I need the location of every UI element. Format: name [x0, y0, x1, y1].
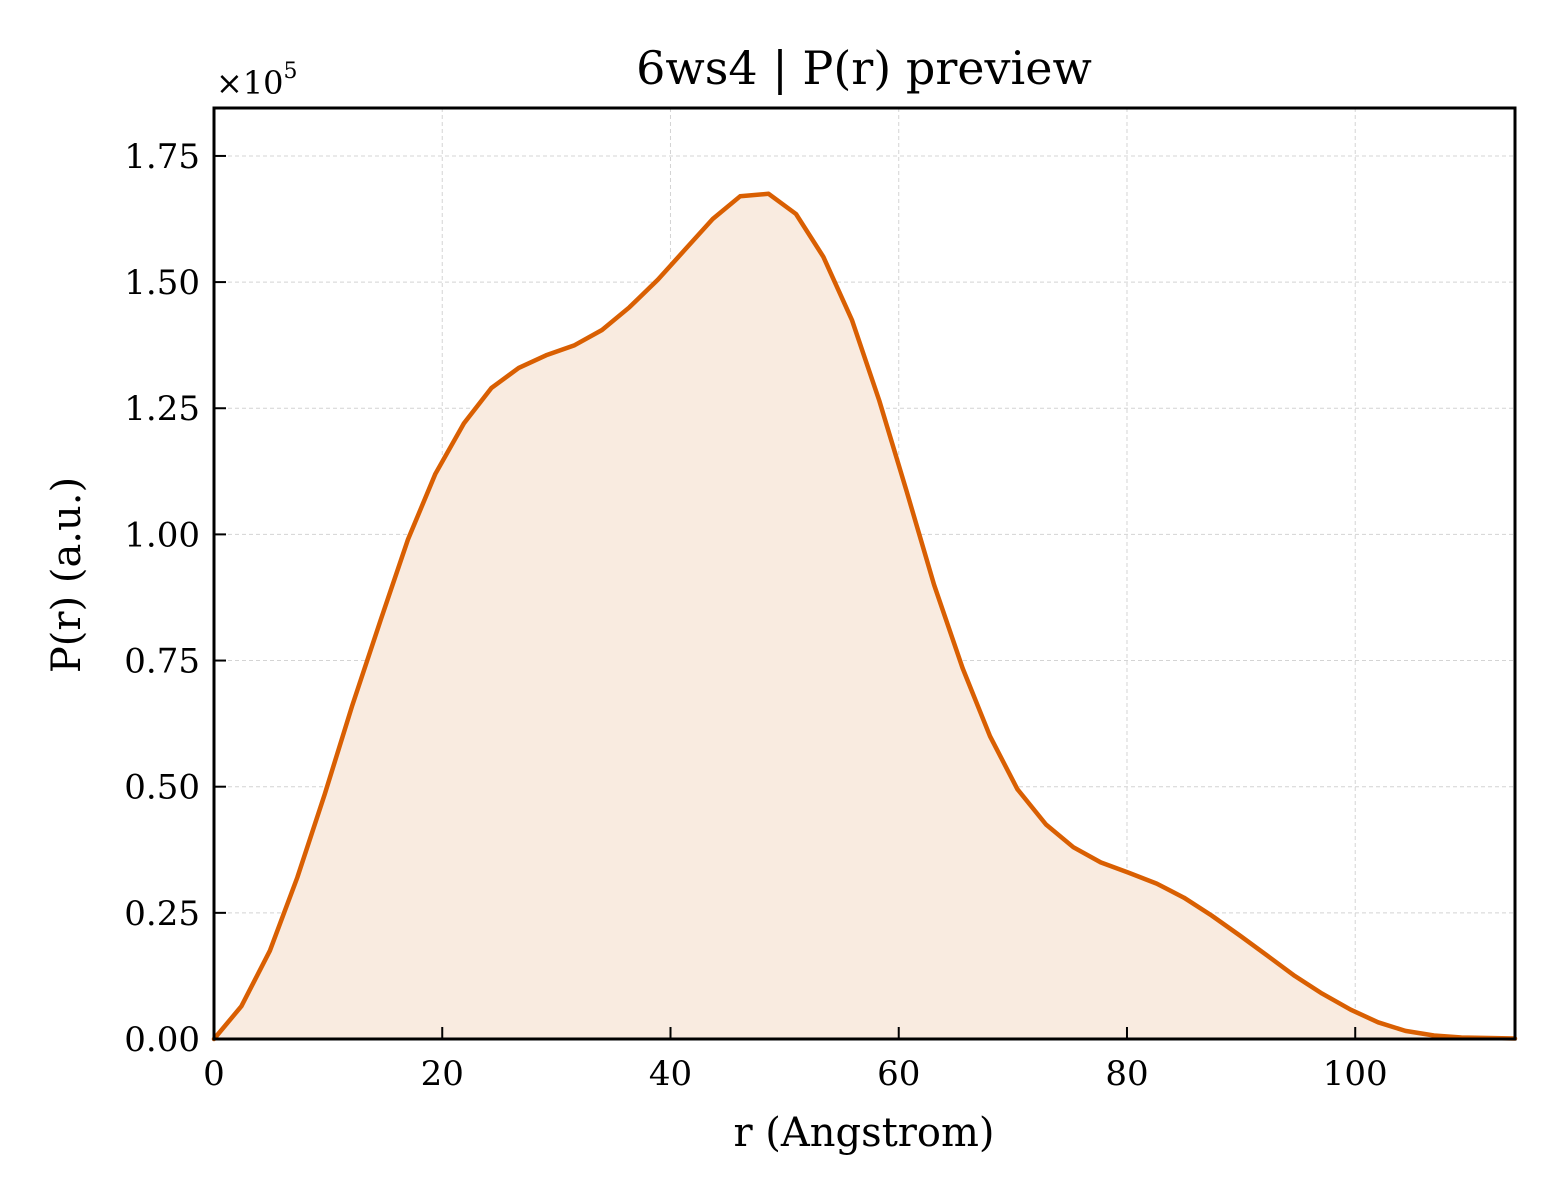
- y-scale-multiplier: ×105: [216, 59, 298, 102]
- x-tick-label: 40: [649, 1054, 692, 1094]
- y-tick-label: 1.50: [124, 263, 200, 303]
- x-tick-label: 60: [877, 1054, 920, 1094]
- x-tick-label: 0: [203, 1054, 225, 1094]
- y-tick-label: 0.50: [124, 768, 200, 808]
- x-tick-label: 100: [1323, 1054, 1388, 1094]
- y-scale-exponent: 5: [284, 59, 298, 84]
- y-tick-label: 1.75: [124, 137, 200, 177]
- plot-frame: [212, 106, 1517, 1041]
- y-tick-label: 0.75: [124, 642, 200, 682]
- pr-area-fill: [214, 193, 1515, 1040]
- y-axis-label: P(r) (a.u.): [44, 477, 90, 673]
- x-tick-label: 80: [1105, 1054, 1148, 1094]
- x-axis-label: r (Angstrom): [733, 1110, 994, 1156]
- axis-ticks: 0 20 40 60 80 100 0.00 0.25 0.50 0.75 1.00 1.25 1.50…: [124, 137, 1387, 1094]
- y-scale-base: ×10: [216, 64, 284, 102]
- y-tick-label: 1.00: [124, 515, 200, 555]
- y-tick-label: 0.25: [124, 894, 200, 934]
- pr-series-line: [211, 191, 1518, 1042]
- y-tick-label: 0.00: [124, 1020, 200, 1060]
- x-tick-label: 20: [421, 1054, 464, 1094]
- y-tick-label: 1.25: [124, 389, 200, 429]
- chart-title: 6ws4 | P(r) preview: [636, 41, 1092, 95]
